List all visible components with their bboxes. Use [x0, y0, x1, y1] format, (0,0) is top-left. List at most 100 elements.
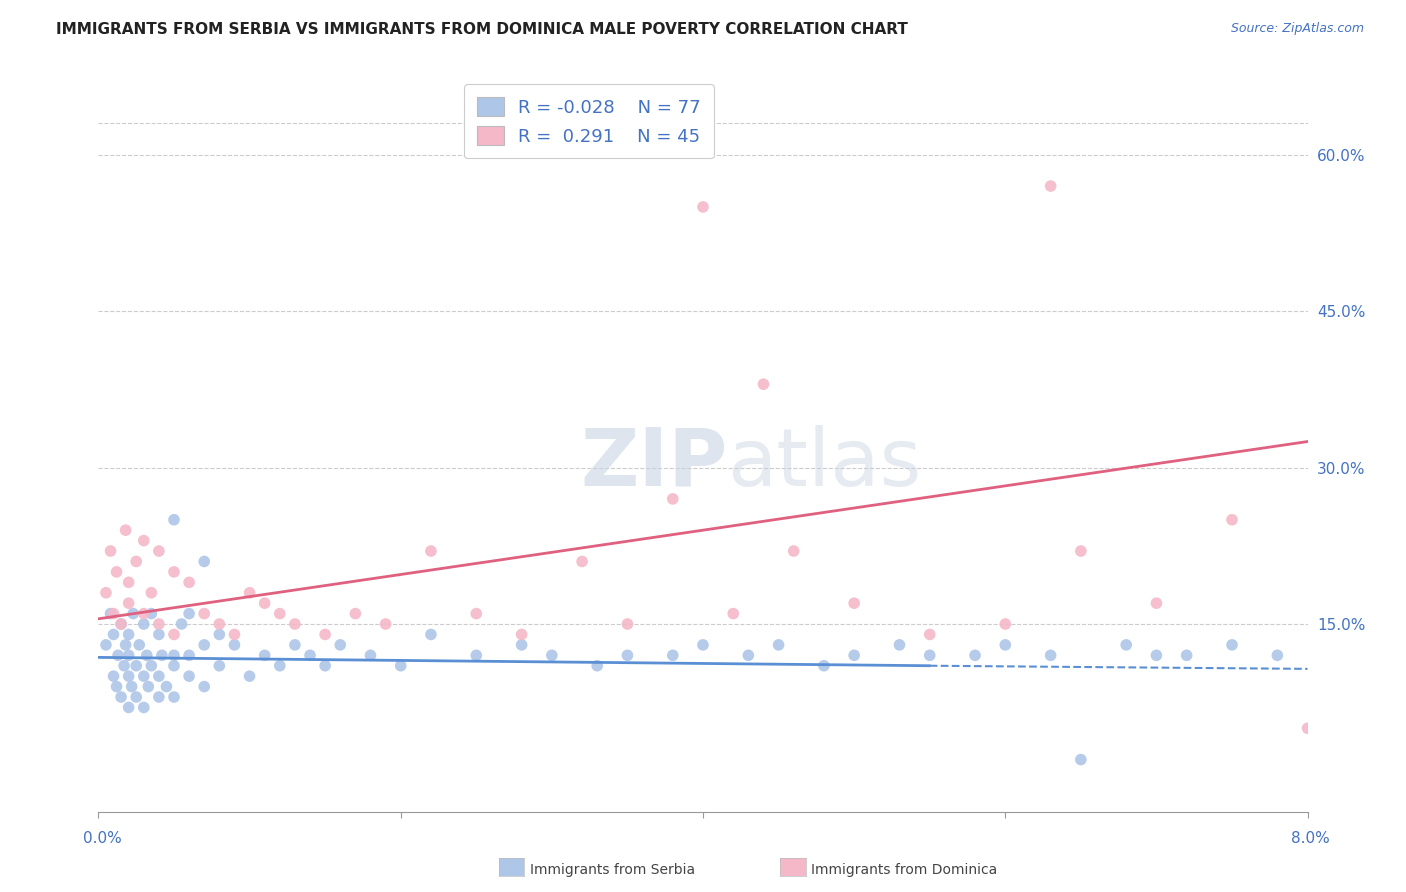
Point: [1039, 179, 1062, 194]
Point: [163, 690, 186, 704]
Point: [994, 638, 1017, 652]
Point: [224, 627, 246, 641]
Point: [692, 638, 714, 652]
Point: [253, 596, 276, 610]
Point: [224, 638, 246, 652]
Point: [269, 607, 291, 621]
Point: [179, 669, 201, 683]
Point: [571, 554, 593, 568]
Point: [150, 648, 173, 663]
Point: [540, 648, 562, 663]
Point: [208, 627, 231, 641]
Point: [121, 680, 143, 694]
Point: [193, 554, 215, 568]
Point: [586, 658, 609, 673]
Point: [100, 607, 122, 621]
Point: [179, 575, 201, 590]
Point: [132, 617, 155, 632]
Point: [155, 680, 177, 694]
Point: [1070, 753, 1092, 767]
Point: [193, 638, 215, 652]
Point: [132, 607, 155, 621]
Point: [193, 607, 215, 621]
Point: [148, 690, 170, 704]
Point: [616, 648, 638, 663]
Point: [752, 377, 775, 392]
Point: [1175, 648, 1198, 663]
Point: [148, 544, 170, 558]
Point: [616, 617, 638, 632]
Point: [510, 627, 533, 641]
Point: [100, 544, 122, 558]
Point: [208, 617, 231, 632]
Point: [918, 648, 941, 663]
Point: [163, 513, 186, 527]
Text: Immigrants from Serbia: Immigrants from Serbia: [530, 863, 695, 877]
Point: [253, 648, 276, 663]
Text: 0.0%: 0.0%: [83, 831, 122, 846]
Point: [114, 523, 136, 537]
Point: [1115, 638, 1137, 652]
Point: [110, 617, 132, 632]
Point: [141, 586, 163, 600]
Point: [141, 607, 163, 621]
Point: [692, 200, 714, 214]
Text: atlas: atlas: [727, 425, 921, 503]
Text: 8.0%: 8.0%: [1291, 831, 1330, 846]
Point: [889, 638, 911, 652]
Point: [1039, 648, 1062, 663]
Point: [135, 648, 157, 663]
Point: [813, 658, 835, 673]
Point: [148, 627, 170, 641]
Point: [163, 565, 186, 579]
Point: [1296, 721, 1319, 735]
Point: [132, 533, 155, 548]
Text: Source: ZipAtlas.com: Source: ZipAtlas.com: [1230, 22, 1364, 36]
Point: [148, 669, 170, 683]
Point: [125, 658, 148, 673]
Point: [269, 658, 291, 673]
Point: [163, 627, 186, 641]
Point: [136, 680, 159, 694]
Point: [107, 648, 129, 663]
Point: [132, 700, 155, 714]
Point: [284, 617, 307, 632]
Point: [118, 669, 141, 683]
Point: [465, 607, 488, 621]
Point: [314, 627, 336, 641]
Point: [110, 617, 132, 632]
Point: [723, 607, 745, 621]
Point: [329, 638, 352, 652]
Point: [105, 680, 128, 694]
Point: [112, 658, 135, 673]
Point: [510, 638, 533, 652]
Point: [103, 607, 125, 621]
Point: [239, 669, 262, 683]
Point: [844, 648, 866, 663]
Point: [114, 638, 136, 652]
Point: [360, 648, 382, 663]
Point: [1220, 513, 1243, 527]
Point: [208, 658, 231, 673]
Point: [132, 669, 155, 683]
Point: [193, 680, 215, 694]
Point: [299, 648, 322, 663]
Point: [103, 627, 125, 641]
Point: [105, 565, 128, 579]
Point: [141, 658, 163, 673]
Point: [344, 607, 367, 621]
Point: [314, 658, 336, 673]
Text: IMMIGRANTS FROM SERBIA VS IMMIGRANTS FROM DOMINICA MALE POVERTY CORRELATION CHAR: IMMIGRANTS FROM SERBIA VS IMMIGRANTS FRO…: [56, 22, 908, 37]
Point: [1070, 544, 1092, 558]
Point: [128, 638, 150, 652]
Point: [1267, 648, 1289, 663]
Point: [179, 607, 201, 621]
Point: [148, 617, 170, 632]
Point: [118, 700, 141, 714]
Point: [1220, 638, 1243, 652]
Point: [118, 648, 141, 663]
Point: [965, 648, 987, 663]
Point: [125, 690, 148, 704]
Point: [420, 544, 443, 558]
Point: [465, 648, 488, 663]
